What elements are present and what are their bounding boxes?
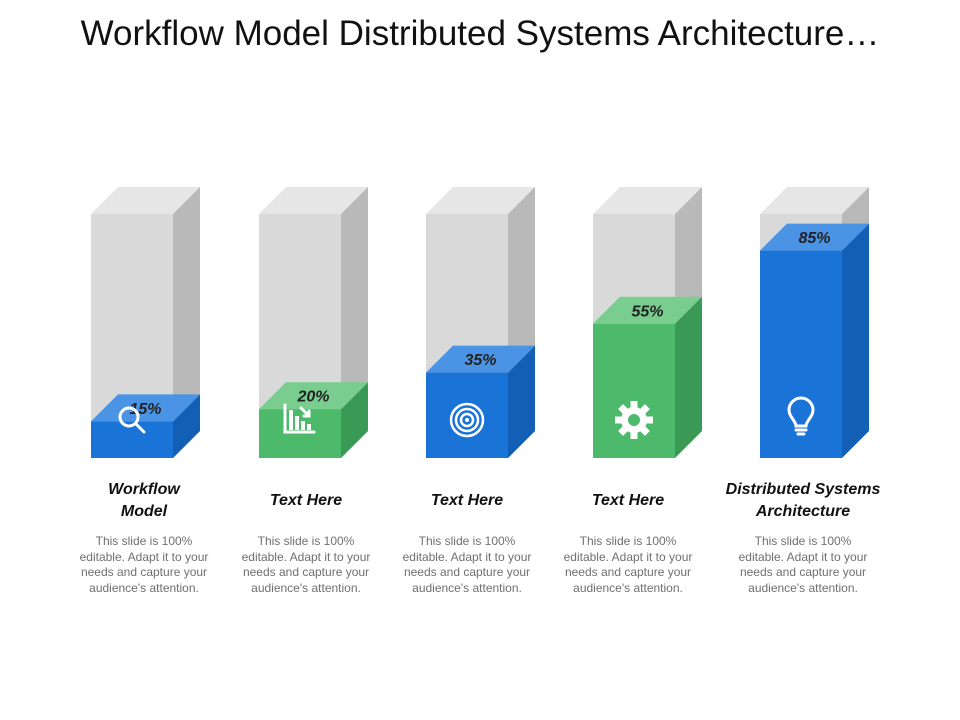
bar-empty-top bbox=[259, 187, 368, 214]
category-description: This slide is 100% editable. Adapt it to… bbox=[738, 534, 868, 595]
bar-3: 35% bbox=[426, 187, 535, 458]
bar-fill-top bbox=[91, 394, 200, 422]
bar-empty-top bbox=[426, 187, 535, 214]
column-caption: Text Here This slide is 100% editable. Ad… bbox=[231, 476, 381, 596]
target-icon bbox=[449, 402, 485, 438]
page-title: Workflow Model Distributed Systems Archi… bbox=[80, 14, 880, 53]
bar-fill-front bbox=[760, 250, 842, 458]
bar-fill-side bbox=[508, 345, 535, 458]
bar-fill-side bbox=[675, 296, 702, 458]
category-label: Distributed Systems Architecture bbox=[725, 481, 881, 520]
column-caption: Distributed Systems Architecture This sli… bbox=[703, 476, 903, 596]
bar-empty-side bbox=[173, 187, 200, 458]
bar-fill-top bbox=[593, 296, 702, 324]
bar-fill-front bbox=[259, 409, 341, 458]
category-label: Text Here bbox=[591, 492, 665, 509]
bar-empty-top bbox=[760, 187, 869, 214]
bar-empty-top bbox=[91, 187, 200, 214]
data-label: 85% bbox=[798, 230, 830, 247]
bar-fill-front bbox=[91, 421, 173, 458]
bar-fill-side bbox=[842, 223, 869, 458]
gear-icon bbox=[615, 401, 653, 439]
bar-fill-top bbox=[760, 223, 869, 251]
data-label: 35% bbox=[464, 352, 496, 369]
category-description: This slide is 100% editable. Adapt it to… bbox=[402, 534, 532, 595]
bar-1: 15% bbox=[91, 187, 200, 458]
category-label: Text Here bbox=[269, 492, 343, 509]
bar-2: 20% bbox=[259, 187, 368, 458]
bar-5: 85% bbox=[760, 187, 869, 458]
lightbulb-icon bbox=[787, 396, 815, 436]
category-label: Text Here bbox=[430, 492, 504, 509]
bar-fill-top bbox=[426, 345, 535, 373]
category-description: This slide is 100% editable. Adapt it to… bbox=[563, 534, 693, 595]
data-label: 20% bbox=[296, 389, 329, 406]
bar-fill-front bbox=[426, 372, 508, 458]
bar-fill-side bbox=[173, 394, 200, 458]
bar-empty-top bbox=[593, 187, 702, 214]
data-label: 55% bbox=[631, 303, 663, 320]
bar-4: 55% bbox=[593, 187, 702, 458]
bar-chart-icon bbox=[283, 403, 316, 434]
column-caption: Text Here This slide is 100% editable. Ad… bbox=[392, 476, 542, 596]
bar-fill-top bbox=[259, 382, 368, 410]
column-caption: Workflow Model This slide is 100% editabl… bbox=[69, 476, 219, 596]
magnifier-icon bbox=[118, 406, 146, 434]
bar-fill-side bbox=[341, 382, 368, 458]
category-description: This slide is 100% editable. Adapt it to… bbox=[79, 534, 209, 595]
column-caption: Text Here This slide is 100% editable. Ad… bbox=[553, 476, 703, 596]
category-description: This slide is 100% editable. Adapt it to… bbox=[241, 534, 371, 595]
category-label: Workflow Model bbox=[108, 481, 180, 520]
